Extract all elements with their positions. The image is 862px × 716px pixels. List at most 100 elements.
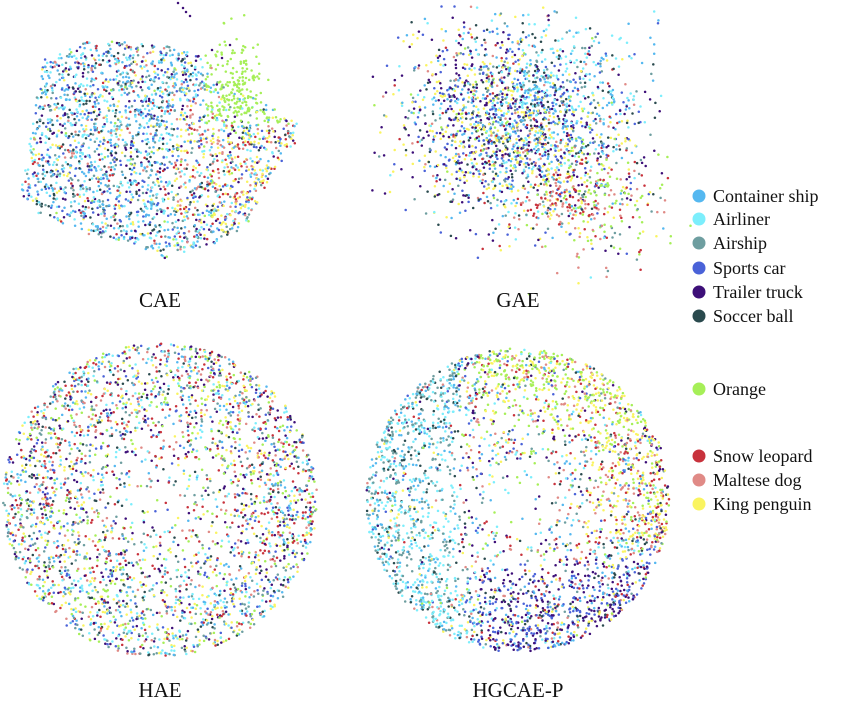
- gae-point: [565, 31, 569, 34]
- gae-point: [567, 104, 571, 108]
- gae-point: [547, 152, 550, 156]
- cae-point: [91, 207, 94, 211]
- gae-point: [597, 144, 601, 147]
- gae-point: [517, 47, 521, 51]
- cae-point: [139, 77, 143, 81]
- cae-point: [186, 50, 189, 54]
- gae-point: [589, 102, 592, 106]
- cae-point: [92, 174, 96, 178]
- cae-point: [73, 112, 76, 115]
- gae-point: [397, 88, 401, 92]
- cae-point: [105, 120, 109, 123]
- gae-point: [614, 128, 617, 131]
- gae-point: [494, 107, 498, 111]
- cae-point: [88, 156, 92, 159]
- cae-point: [163, 163, 166, 166]
- cae-point: [146, 86, 150, 90]
- gae-point: [450, 107, 453, 111]
- gae-point: [627, 126, 630, 129]
- gae-point: [574, 152, 578, 155]
- gae-point: [404, 153, 408, 157]
- cae-point: [190, 64, 193, 67]
- cae-point: [53, 216, 56, 219]
- cae-point: [57, 205, 61, 208]
- gae-point: [522, 123, 525, 126]
- cae-point: [173, 213, 177, 216]
- cae-point: [84, 88, 87, 91]
- gae-point: [513, 84, 516, 88]
- cae-point: [153, 89, 156, 93]
- cae-point: [91, 211, 95, 214]
- cae-point: [113, 207, 117, 210]
- gae-point: [580, 86, 584, 89]
- gae-point: [492, 164, 496, 167]
- cae-point: [242, 61, 246, 64]
- cae-point: [84, 174, 88, 178]
- gae-point: [523, 97, 527, 101]
- cae-point: [43, 185, 47, 188]
- cae-point: [117, 200, 121, 203]
- cae-point: [97, 153, 101, 156]
- cae-point: [125, 230, 128, 233]
- cae-point: [101, 81, 105, 85]
- cae-point: [248, 124, 252, 127]
- cae-point: [130, 62, 133, 66]
- gae-point: [411, 142, 414, 145]
- gae-point: [460, 121, 464, 124]
- gae-point: [550, 167, 553, 170]
- cae-point: [115, 197, 118, 201]
- cae-point: [150, 107, 154, 111]
- cae-point: [208, 149, 212, 152]
- gae-point: [548, 133, 552, 137]
- gae-point: [462, 132, 466, 136]
- cae-point: [182, 250, 186, 254]
- gae-point: [458, 177, 462, 180]
- gae-point: [514, 60, 517, 63]
- cae-point: [167, 93, 171, 96]
- cae-point: [272, 155, 275, 158]
- gae-point: [534, 91, 537, 95]
- gae-point: [498, 78, 502, 82]
- cae-point: [51, 143, 54, 147]
- gae-point: [371, 189, 374, 192]
- gae-point: [601, 106, 605, 110]
- gae-point: [542, 128, 545, 131]
- cae-point: [243, 160, 246, 163]
- gae-point: [570, 127, 573, 130]
- cae-point: [139, 85, 143, 89]
- cae-point: [138, 123, 142, 126]
- gae-point: [568, 73, 571, 76]
- cae-point: [142, 199, 145, 202]
- cae-point: [220, 214, 223, 217]
- gae-point: [521, 30, 525, 34]
- gae-point: [520, 104, 524, 107]
- gae-point: [549, 184, 552, 187]
- cae-point: [146, 112, 150, 116]
- gae-point: [519, 160, 523, 163]
- gae-point: [441, 95, 444, 99]
- cae-point: [142, 220, 145, 223]
- cae-point: [121, 76, 125, 79]
- cae-point: [179, 163, 183, 167]
- cae-point: [279, 118, 282, 121]
- cae-point: [102, 116, 105, 120]
- cae-point: [185, 69, 189, 73]
- gae-point: [543, 133, 547, 136]
- cae-point: [51, 83, 55, 86]
- cae-point: [49, 206, 53, 210]
- gae-point: [481, 60, 485, 64]
- cae-point: [186, 217, 190, 220]
- gae-point: [527, 34, 531, 37]
- cae-point: [241, 49, 245, 52]
- gae-point: [487, 140, 490, 144]
- gae-point: [432, 103, 435, 106]
- cae-point: [94, 47, 98, 50]
- gae-point: [488, 138, 492, 141]
- cae-point: [90, 95, 93, 98]
- gae-point: [521, 157, 524, 161]
- cae-point: [45, 95, 49, 99]
- cae-point: [118, 224, 122, 228]
- gae-point: [552, 173, 556, 176]
- cae-point: [186, 139, 190, 143]
- gae-point: [590, 242, 593, 246]
